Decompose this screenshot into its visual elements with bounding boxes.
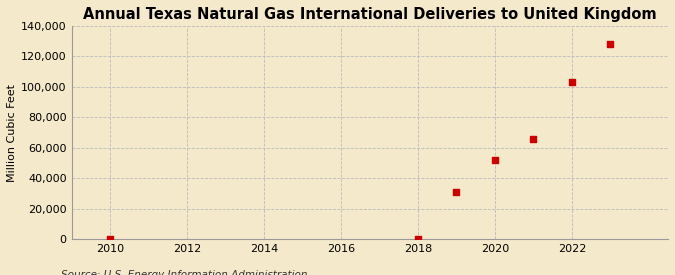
Point (105, 236, 115, 241)
Point (489, 158, 500, 162)
Point (528, 137, 539, 141)
Point (412, 236, 423, 241)
Title: Annual Texas Natural Gas International Deliveries to United Kingdom: Annual Texas Natural Gas International D… (83, 7, 657, 22)
Point (451, 190, 462, 194)
Point (605, 42, 616, 46)
Y-axis label: Million Cubic Feet: Million Cubic Feet (7, 84, 17, 182)
Point (566, 80, 577, 84)
Text: Source: U.S. Energy Information Administration: Source: U.S. Energy Information Administ… (61, 271, 307, 275)
